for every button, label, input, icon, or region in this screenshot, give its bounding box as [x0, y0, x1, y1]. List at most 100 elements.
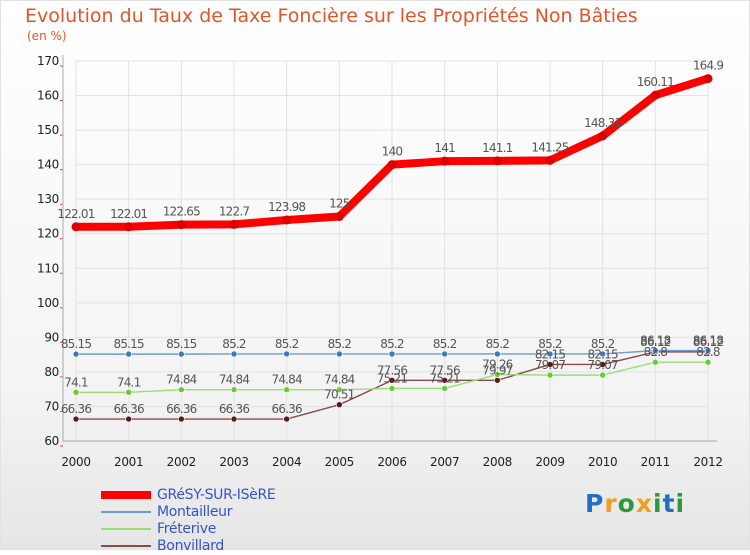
data-point [124, 222, 134, 232]
logo-letter: P [585, 489, 605, 518]
data-point [72, 388, 80, 396]
data-point [283, 386, 290, 394]
data-point [703, 74, 713, 84]
data-point [598, 131, 608, 141]
data-label: 141.1 [482, 141, 513, 155]
data-label: 85.15 [166, 337, 197, 351]
x-tick-label: 2009 [535, 455, 564, 469]
x-tick-label: 2002 [167, 455, 196, 469]
data-label: 85.2 [328, 337, 352, 351]
data-label: 66.36 [166, 402, 197, 416]
data-label: 74.84 [324, 373, 355, 387]
data-point [494, 350, 501, 358]
data-point [650, 90, 660, 100]
data-point [72, 415, 80, 423]
data-point [546, 371, 554, 379]
y-tick-label: 170 [37, 54, 59, 68]
data-point [72, 350, 80, 358]
data-label: 75.21 [377, 371, 408, 385]
data-point [230, 386, 238, 394]
data-label: 74.84 [166, 373, 197, 387]
data-label: 77.56 [429, 363, 460, 377]
data-label: 79.07 [535, 358, 566, 372]
data-label: 77.56 [377, 363, 408, 377]
data-point [71, 222, 81, 232]
data-label: 85.2 [486, 337, 510, 351]
data-point [230, 415, 238, 423]
y-tick-label: 80 [44, 365, 59, 379]
legend-swatch [101, 528, 151, 530]
data-label: 125 [329, 196, 350, 210]
data-label: 85.2 [275, 337, 299, 351]
data-label: 82.8 [644, 345, 668, 359]
data-point [599, 371, 606, 379]
data-label: 75.21 [429, 371, 460, 385]
data-point [125, 350, 132, 358]
data-label: 79.26 [482, 357, 513, 371]
data-label: 66.36 [219, 402, 250, 416]
data-point [334, 211, 344, 221]
y-tick-label: 130 [37, 192, 59, 206]
data-label: 140 [382, 145, 403, 159]
data-label: 148.31 [584, 116, 621, 130]
data-label: 79.97 [482, 363, 513, 377]
data-point [494, 371, 501, 378]
data-label: 79.07 [587, 358, 618, 372]
x-tick-label: 2012 [693, 455, 722, 469]
data-label: 122.01 [110, 207, 147, 221]
data-label: 86.12 [640, 335, 671, 349]
data-label: 86.12 [693, 335, 724, 349]
data-point [336, 350, 343, 358]
data-label: 85.2 [380, 337, 404, 351]
y-tick-label: 150 [37, 123, 59, 137]
data-label: 85.2 [591, 337, 615, 351]
logo-letter: t [662, 489, 676, 518]
data-point [336, 401, 343, 408]
data-point [704, 347, 712, 354]
legend-swatch [101, 491, 151, 499]
data-label: 85.2 [222, 337, 246, 351]
proxiti-logo: Proxiti [585, 489, 685, 518]
legend-swatch [101, 511, 151, 513]
data-point [492, 156, 502, 166]
data-label: 85.2 [538, 337, 562, 351]
logo-letter: i [653, 489, 663, 518]
data-point [178, 415, 185, 423]
data-point [178, 350, 185, 358]
data-label: 141.25 [531, 140, 568, 154]
legend-swatch [101, 545, 151, 547]
data-point [441, 350, 448, 358]
data-point [546, 361, 554, 368]
logo-letter: o [617, 489, 636, 518]
data-point [441, 385, 448, 392]
logo-letter: x [635, 489, 653, 518]
y-tick-label: 70 [44, 399, 59, 413]
y-tick-label: 110 [37, 261, 59, 275]
x-tick-label: 2001 [114, 455, 143, 469]
data-label: 164.9 [693, 59, 724, 73]
y-unit-label: (en %) [27, 29, 67, 43]
data-point [441, 377, 448, 384]
data-point [229, 219, 239, 229]
y-tick-label: 160 [37, 89, 59, 103]
data-point [599, 361, 606, 368]
data-point [178, 386, 185, 394]
data-label: 74.1 [64, 375, 88, 389]
legend-label: Bonvillard [157, 538, 224, 554]
data-point [176, 220, 186, 230]
data-label: 82.8 [696, 345, 720, 359]
data-label: 122.7 [219, 204, 250, 218]
data-label: 141 [434, 141, 455, 155]
data-label: 70.51 [324, 388, 355, 402]
data-point [282, 215, 292, 225]
legend-label: Fréterive [157, 521, 217, 537]
data-label: 160.11 [637, 75, 674, 89]
y-tick-label: 60 [44, 434, 59, 448]
data-point [125, 415, 132, 423]
legend-label: Montailleur [157, 504, 233, 520]
data-point [283, 415, 290, 423]
y-tick-label: 90 [44, 330, 59, 344]
data-point [545, 155, 555, 165]
data-point [388, 385, 396, 392]
